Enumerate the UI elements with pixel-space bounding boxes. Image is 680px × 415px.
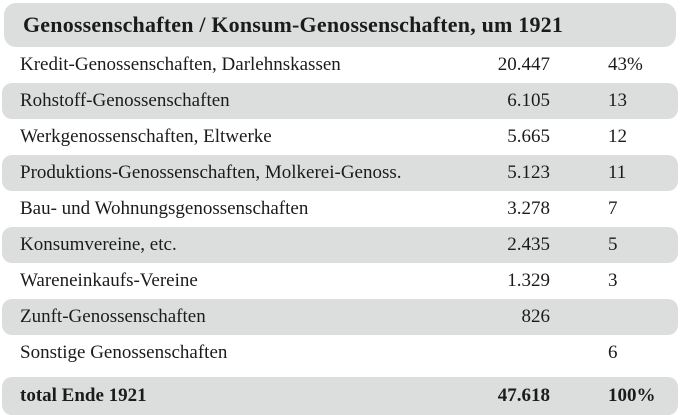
table-row: Kredit-Genossenschaften, Darlehnskassen … [2,47,678,83]
total-share: 100% [608,385,656,406]
row-label: Konsumvereine, etc. [20,234,177,255]
row-label: Wareneinkaufs-Vereine [20,270,198,291]
row-share: 12 [608,126,627,147]
row-share: 13 [608,90,627,111]
row-count: 1.329 [507,270,550,291]
row-count: 826 [521,306,551,327]
table-row: Produktions-Genossenschaften, Molkerei-G… [2,155,678,191]
table-row: Zunft-Genossenschaften 826 [2,299,678,335]
row-count: 5.665 [507,126,550,147]
total-row: total Ende 1921 47.618 100% [2,377,678,415]
total-count: 47.618 [497,385,550,406]
table-title: Genossenschaften / Konsum-Genossenschaft… [23,12,564,37]
row-share: 3 [608,270,618,291]
table-header-band: Genossenschaften / Konsum-Genossenschaft… [4,3,676,47]
table-row: Konsumvereine, etc. 2.435 5 [2,227,678,263]
total-label: total Ende 1921 [20,385,147,406]
row-label: Werkgenossenschaften, Eltwerke [20,126,272,147]
row-label: Rohstoff-Genossenschaften [20,90,230,111]
row-share: 5 [608,234,618,255]
table-row: Wareneinkaufs-Vereine 1.329 3 [2,263,678,299]
row-count: 5.123 [507,162,550,183]
row-label: Zunft-Genossenschaften [20,306,206,327]
table-row: Bau- und Wohnungsgenossenschaften 3.278 … [2,191,678,227]
row-label: Kredit-Genossenschaften, Darlehnskassen [20,54,341,75]
table-row: Werkgenossenschaften, Eltwerke 5.665 12 [2,119,678,155]
row-count: 6.105 [507,90,550,111]
row-share: 6 [608,342,618,363]
row-share: 43% [608,54,643,75]
row-share: 11 [608,162,627,183]
table-row: Sonstige Genossenschaften 6 [2,335,678,371]
row-label: Sonstige Genossenschaften [20,342,228,363]
row-share: 7 [608,198,618,219]
row-label: Produktions-Genossenschaften, Molkerei-G… [20,162,402,183]
table-row: Rohstoff-Genossenschaften 6.105 13 [2,83,678,119]
row-count: 2.435 [507,234,550,255]
row-label: Bau- und Wohnungsgenossenschaften [20,198,309,219]
row-count: 20.447 [497,54,550,75]
row-count: 3.278 [507,198,550,219]
